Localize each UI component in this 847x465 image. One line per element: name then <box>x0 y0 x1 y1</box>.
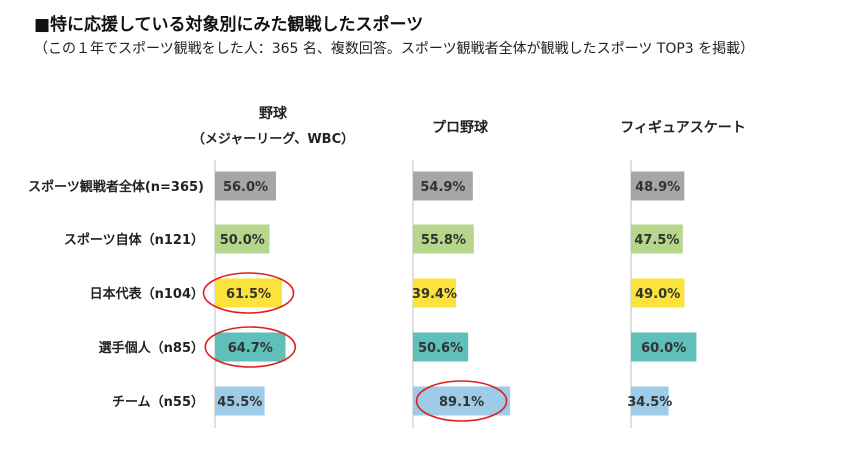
bar <box>631 386 669 416</box>
bar <box>413 386 511 416</box>
value-label: 61.5% <box>226 287 271 302</box>
highlight-circle <box>202 272 295 314</box>
value-label: 54.9% <box>420 180 465 195</box>
value-label: 49.0% <box>635 287 680 302</box>
value-label: 34.5% <box>627 395 672 410</box>
highlight-circle <box>415 380 508 422</box>
panel-title: プロ野球 <box>432 119 489 136</box>
chart-title: ■特に応援している対象別にみた観戦したスポーツ <box>34 15 424 35</box>
value-label: 55.8% <box>421 233 466 248</box>
value-label: 89.1% <box>439 395 484 410</box>
panel-title: 野球 <box>259 105 288 122</box>
highlight-circle <box>204 326 297 368</box>
row-label: 日本代表（n104） <box>90 286 204 302</box>
row-label: スポーツ観戦者全体(n=365) <box>28 179 204 195</box>
bar <box>413 171 473 201</box>
row-label: チーム（n55） <box>112 394 204 410</box>
value-label: 50.0% <box>220 233 265 248</box>
value-label: 60.0% <box>641 341 686 356</box>
panel-subtitle: （メジャーリーグ、WBC） <box>192 131 354 147</box>
value-label: 56.0% <box>223 180 268 195</box>
bar <box>631 224 683 254</box>
value-label: 64.7% <box>228 341 273 356</box>
bar <box>413 278 456 308</box>
bar <box>631 278 685 308</box>
bar <box>215 278 283 308</box>
chart-subtitle: （この１年でスポーツ観戦をした人：365 名、複数回答。スポーツ観戦者全体が観戦… <box>34 41 755 57</box>
value-label: 50.6% <box>418 341 463 356</box>
bar <box>215 332 286 362</box>
value-label: 45.5% <box>217 395 262 410</box>
bar <box>631 332 697 362</box>
bar <box>215 171 277 201</box>
row-label: 選手個人（n85） <box>99 340 204 356</box>
value-label: 48.9% <box>635 180 680 195</box>
bar <box>413 224 474 254</box>
bar <box>215 224 270 254</box>
panel-title: フィギュアスケート <box>620 119 745 136</box>
bar <box>413 332 469 362</box>
value-label: 39.4% <box>412 287 457 302</box>
bar <box>215 386 265 416</box>
value-label: 47.5% <box>634 233 679 248</box>
bar <box>631 171 685 201</box>
row-label: スポーツ自体（n121） <box>64 232 204 248</box>
